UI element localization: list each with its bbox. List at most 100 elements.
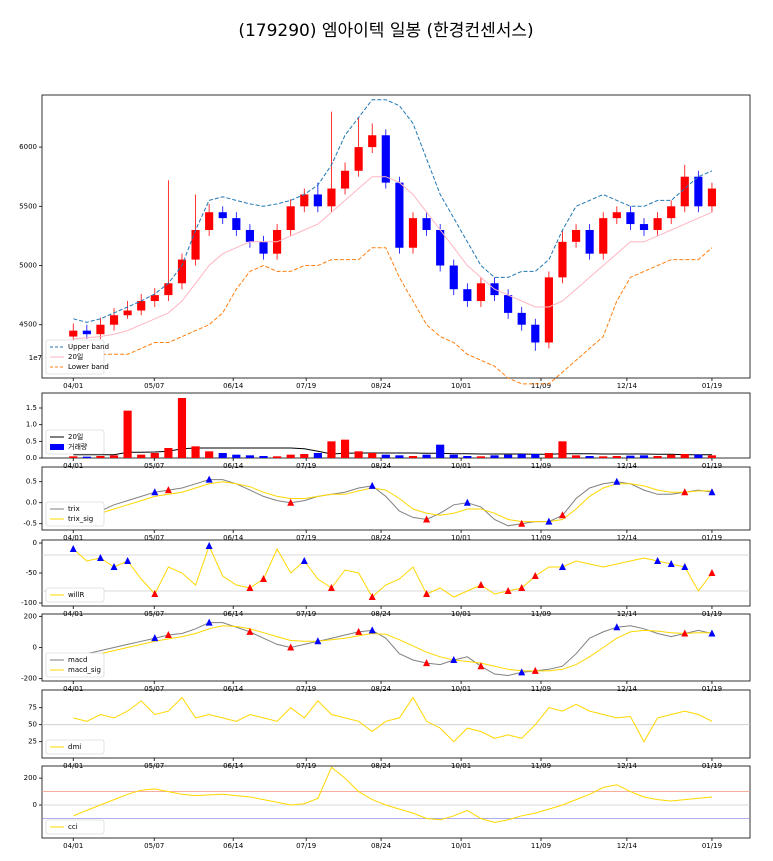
signal-marker: [613, 477, 621, 485]
volume-bar: [286, 454, 295, 458]
volume-bar: [517, 454, 526, 458]
y-tick-label: -0.5: [23, 520, 37, 528]
candle-body: [707, 188, 717, 207]
plot-frame: [41, 392, 751, 459]
candle-body: [368, 135, 377, 148]
signal-marker: [423, 659, 431, 667]
x-tick-label: 12/14: [617, 382, 638, 390]
signal-marker: [300, 557, 308, 564]
legend-label: 20일: [68, 432, 83, 441]
x-tick-label: 04/01: [63, 534, 83, 542]
volume-bar: [476, 456, 486, 458]
x-tick-label: 11/09: [531, 685, 551, 693]
series-line: [73, 481, 712, 523]
signal-marker: [504, 587, 512, 594]
candle-body: [653, 218, 662, 230]
signal-marker: [708, 629, 716, 637]
signal-marker: [423, 590, 431, 597]
y-tick-label: 1.5: [26, 404, 37, 412]
candle-body: [585, 229, 594, 254]
volume-bar: [368, 453, 377, 458]
signal-marker: [368, 481, 376, 489]
candle-body: [313, 194, 322, 207]
signal-marker: [477, 662, 485, 670]
volume-bar: [544, 453, 553, 458]
volume-bar: [164, 448, 173, 458]
candle-body: [449, 265, 458, 290]
volume-bar: [585, 456, 594, 458]
y-tick-label: 50: [28, 721, 37, 729]
x-tick-label: 11/09: [531, 842, 551, 850]
volume-bar: [639, 455, 649, 458]
signal-marker: [314, 637, 322, 645]
x-tick-label: 04/01: [63, 462, 83, 470]
candle-body: [69, 330, 78, 337]
volume-bar: [300, 454, 309, 458]
signal-marker: [477, 581, 485, 588]
candle-body: [123, 310, 132, 316]
legend-label: macd: [68, 656, 87, 664]
y-tick-label: 0: [33, 539, 37, 547]
signal-marker: [260, 575, 268, 582]
volume-bar: [340, 439, 350, 458]
series-line: [72, 544, 713, 598]
signal-marker: [355, 627, 363, 635]
signal-marker: [450, 655, 458, 663]
series-line: [73, 176, 713, 340]
volume-bar: [680, 454, 689, 458]
series-line: [73, 625, 712, 672]
candle-body: [109, 315, 119, 325]
volume-bar: [69, 456, 78, 458]
legend-swatch: [50, 444, 64, 450]
volume-bar: [354, 451, 363, 458]
x-tick-label: 10/01: [451, 382, 471, 390]
candle-body: [218, 212, 227, 219]
signal-marker: [96, 554, 104, 561]
signal-marker: [681, 488, 689, 496]
signal-marker: [205, 618, 213, 626]
legend-label: 거래량: [68, 442, 88, 451]
candle-body: [286, 206, 295, 230]
candle-body: [571, 229, 581, 242]
legend-label: 20일: [68, 352, 83, 361]
signal-marker: [708, 569, 716, 576]
y-tick-label: 0: [33, 644, 37, 652]
y-tick-label: 200: [24, 774, 37, 782]
signal-marker: [151, 590, 159, 597]
y-tick-label: 25: [28, 738, 37, 746]
series-line: [73, 99, 713, 323]
candle-body: [694, 176, 703, 207]
volume-bar: [599, 456, 608, 458]
y-tick-label: 5000: [19, 262, 37, 270]
y-tick-label: -200: [21, 675, 37, 683]
signal-marker: [246, 627, 254, 635]
volume-bar: [205, 451, 214, 458]
candle-body: [340, 170, 350, 189]
candle-body: [245, 229, 254, 242]
x-tick-label: 08/24: [371, 685, 392, 693]
x-tick-label: 10/01: [451, 462, 471, 470]
candle-body: [82, 330, 91, 335]
y-tick-label: 0: [33, 801, 37, 809]
x-tick-label: 06/14: [223, 534, 244, 542]
x-tick-label: 08/24: [371, 462, 392, 470]
x-tick-label: 04/01: [63, 842, 83, 850]
signal-marker: [124, 557, 132, 564]
legend-box: [45, 339, 105, 375]
signal-marker: [327, 584, 335, 591]
volume-bar: [422, 454, 431, 458]
x-tick-label: 01/19: [702, 534, 722, 542]
plot-frame: [41, 539, 751, 607]
legend-label: willR: [68, 591, 85, 599]
x-tick-label: 07/19: [296, 685, 316, 693]
candle-body: [463, 289, 472, 302]
volume-bar: [707, 455, 717, 458]
x-tick-label: 06/14: [223, 685, 244, 693]
candle-body: [395, 182, 404, 248]
candle-body: [191, 229, 200, 260]
x-tick-label: 05/07: [144, 462, 164, 470]
x-tick-label: 12/14: [617, 462, 638, 470]
candle-body: [422, 218, 431, 230]
legend-box: [45, 819, 105, 835]
candle-body: [205, 212, 214, 230]
